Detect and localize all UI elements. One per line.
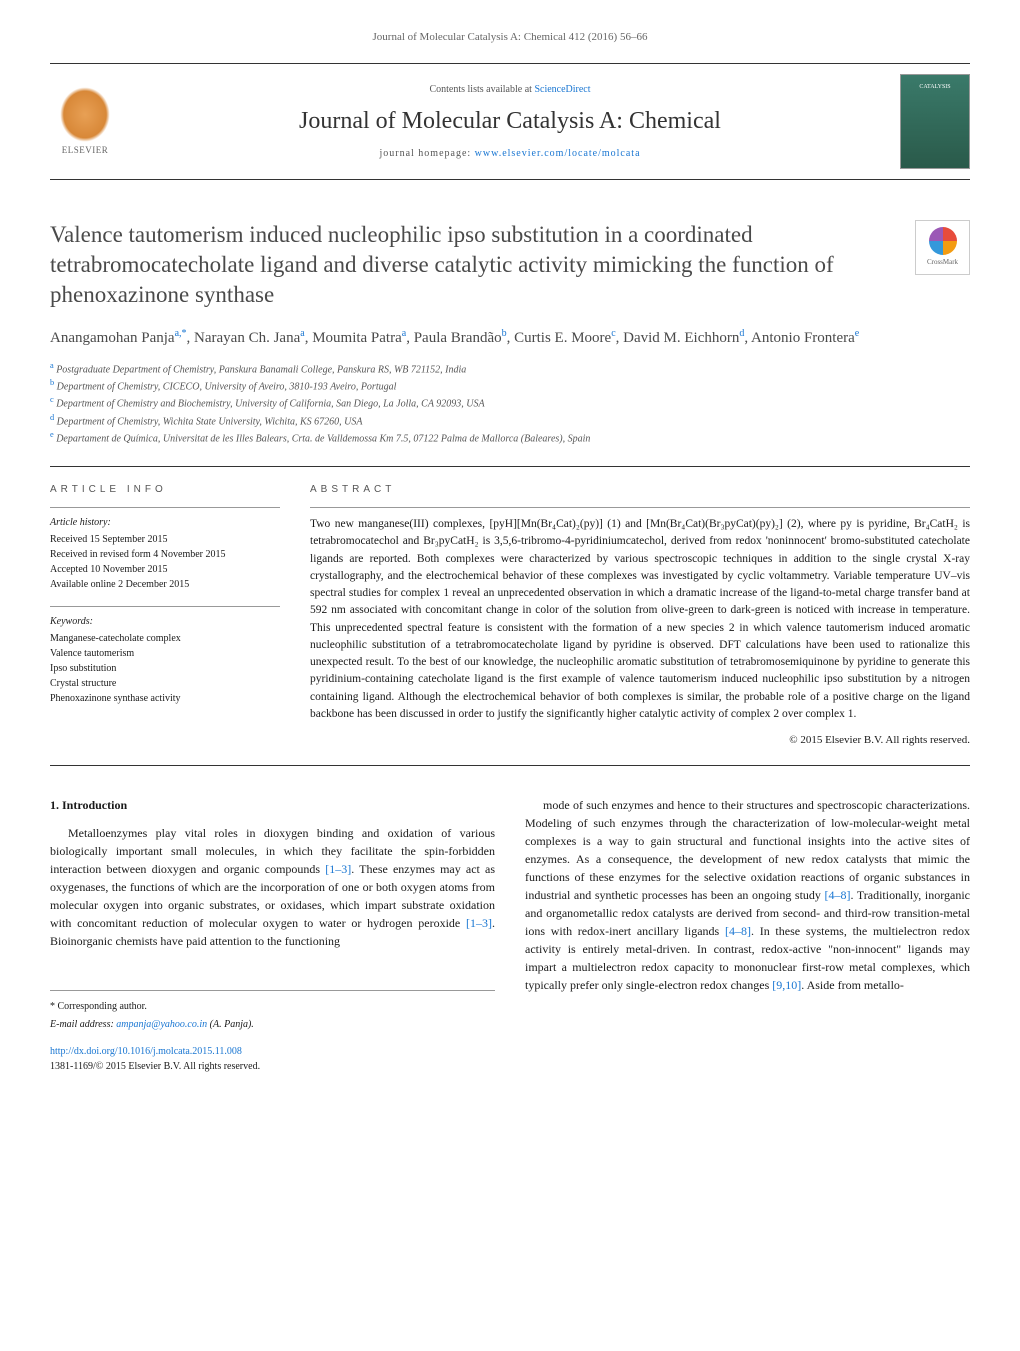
keyword-item: Ipso substitution — [50, 661, 280, 676]
affiliation-item: b Department of Chemistry, CICECO, Unive… — [50, 377, 970, 394]
cover-text: CATALYSIS — [919, 83, 950, 91]
publisher-name: ELSEVIER — [62, 144, 109, 157]
body-paragraph: mode of such enzymes and hence to their … — [525, 796, 970, 994]
keyword-item: Phenoxazinone synthase activity — [50, 691, 280, 706]
authors-list: Anangamohan Panjaa,*, Narayan Ch. Janaa,… — [50, 326, 970, 350]
corresponding-author: * Corresponding author. — [50, 999, 495, 1014]
email-suffix: (A. Panja). — [207, 1019, 254, 1030]
keywords-label: Keywords: — [50, 615, 280, 629]
ref-link[interactable]: [9,10] — [772, 978, 801, 992]
header-center: Contents lists available at ScienceDirec… — [120, 83, 900, 161]
section-title: Introduction — [62, 798, 127, 812]
copyright-line: © 2015 Elsevier B.V. All rights reserved… — [310, 733, 970, 748]
keyword-item: Crystal structure — [50, 676, 280, 691]
info-abstract-row: ARTICLE INFO Article history: Received 1… — [50, 466, 970, 765]
affiliation-item: a Postgraduate Department of Chemistry, … — [50, 360, 970, 377]
history-item: Received in revised form 4 November 2015 — [50, 547, 280, 562]
ref-link[interactable]: [4–8] — [825, 888, 851, 902]
history-item: Accepted 10 November 2015 — [50, 562, 280, 577]
article-title: Valence tautomerism induced nucleophilic… — [50, 220, 915, 310]
body-columns: 1. Introduction Metalloenzymes play vita… — [50, 796, 970, 1074]
history-item: Available online 2 December 2015 — [50, 577, 280, 592]
keyword-item: Manganese-catecholate complex — [50, 631, 280, 646]
body-paragraph: Metalloenzymes play vital roles in dioxy… — [50, 824, 495, 950]
affiliation-item: c Department of Chemistry and Biochemist… — [50, 394, 970, 411]
ref-link[interactable]: [4–8] — [725, 924, 751, 938]
keyword-item: Valence tautomerism — [50, 646, 280, 661]
article-info-column: ARTICLE INFO Article history: Received 1… — [50, 483, 280, 748]
email-link[interactable]: ampanja@yahoo.co.in — [116, 1019, 207, 1030]
elsevier-logo: ELSEVIER — [50, 82, 120, 162]
sciencedirect-link[interactable]: ScienceDirect — [534, 84, 590, 95]
affiliation-item: e Departament de Química, Universitat de… — [50, 429, 970, 446]
contents-prefix: Contents lists available at — [429, 84, 534, 95]
email-label: E-mail address: — [50, 1019, 116, 1030]
history-item: Received 15 September 2015 — [50, 532, 280, 547]
abstract-column: ABSTRACT Two new manganese(III) complexe… — [310, 483, 970, 748]
history-label: Article history: — [50, 516, 280, 530]
body-column-left: 1. Introduction Metalloenzymes play vita… — [50, 796, 495, 1074]
article-info-heading: ARTICLE INFO — [50, 483, 280, 497]
keywords-block: Keywords: Manganese-catecholate complexV… — [50, 606, 280, 706]
ref-link[interactable]: [4–8] — [725, 924, 751, 938]
ref-link[interactable]: [4–8] — [825, 888, 851, 902]
section-number: 1. — [50, 798, 59, 812]
journal-title: Journal of Molecular Catalysis A: Chemic… — [120, 105, 900, 139]
elsevier-tree-icon — [60, 87, 110, 142]
ref-link[interactable]: [1–3] — [466, 916, 492, 930]
doi-link[interactable]: http://dx.doi.org/10.1016/j.molcata.2015… — [50, 1046, 242, 1057]
contents-line: Contents lists available at ScienceDirec… — [120, 83, 900, 97]
affiliation-item: d Department of Chemistry, Wichita State… — [50, 412, 970, 429]
section-heading: 1. Introduction — [50, 796, 495, 814]
homepage-link[interactable]: www.elsevier.com/locate/molcata — [475, 148, 641, 159]
crossmark-badge[interactable]: CrossMark — [915, 220, 970, 275]
doi-line: http://dx.doi.org/10.1016/j.molcata.2015… — [50, 1044, 495, 1059]
body-column-right: mode of such enzymes and hence to their … — [525, 796, 970, 1074]
homepage-line: journal homepage: www.elsevier.com/locat… — [120, 147, 900, 161]
title-row: Valence tautomerism induced nucleophilic… — [50, 220, 970, 310]
journal-header: ELSEVIER Contents lists available at Sci… — [50, 63, 970, 180]
ref-link[interactable]: [1–3] — [466, 916, 492, 930]
affiliations-list: a Postgraduate Department of Chemistry, … — [50, 360, 970, 447]
journal-cover-thumbnail: CATALYSIS — [900, 74, 970, 169]
ref-link[interactable]: [1–3] — [325, 862, 351, 876]
ref-link[interactable]: [1–3] — [325, 862, 351, 876]
abstract-heading: ABSTRACT — [310, 483, 970, 497]
homepage-prefix: journal homepage: — [379, 148, 474, 159]
crossmark-label: CrossMark — [927, 258, 958, 268]
journal-reference: Journal of Molecular Catalysis A: Chemic… — [50, 30, 970, 45]
footer-block: * Corresponding author. E-mail address: … — [50, 990, 495, 1074]
abstract-text: Two new manganese(III) complexes, [pyH][… — [310, 507, 970, 723]
crossmark-icon — [929, 227, 957, 255]
issn-line: 1381-1169/© 2015 Elsevier B.V. All right… — [50, 1059, 495, 1074]
email-line: E-mail address: ampanja@yahoo.co.in (A. … — [50, 1017, 495, 1032]
